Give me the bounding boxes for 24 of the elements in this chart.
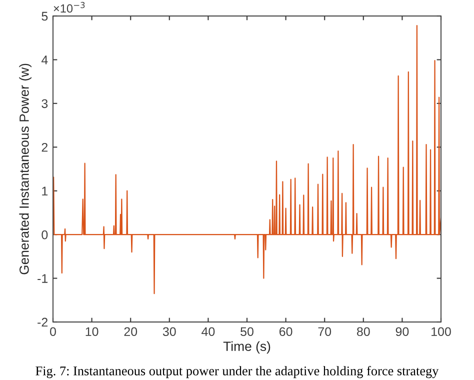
y-tick-label: 5 [42,12,48,21]
y-tick-label: -2 [38,318,48,327]
caption: Fig. 7: Instantaneous output power under the adaptive holding force strategy [36,366,439,378]
x-tick-label: 60 [279,327,292,336]
text: ×10$^{−3}$ [54,2,85,13]
y-tick-label: 1 [42,186,48,196]
y-axis-title: Generated Instantaneous Power (w) [19,64,32,274]
y-tick-label: 0 [42,230,48,240]
x-tick-label: 100 [432,327,451,336]
y-tick-label: -1 [38,274,48,283]
x-axis-title: Time (s) [223,341,270,354]
line-series [53,25,441,294]
x-tick-label: 20 [124,327,138,336]
x-tick-label: 0 [50,327,56,336]
x-tick-label: 70 [318,327,332,336]
x-tick-label: 30 [162,327,176,336]
y-tick-label: 4 [41,56,48,64]
x-tick-label: 50 [240,327,254,336]
x-tick-label: 10 [86,327,98,336]
x-tick-label: 90 [396,327,409,336]
y-tick-label: 3 [42,99,48,108]
y-tick-label: 2 [42,142,48,152]
x-tick-label: 40 [202,327,215,336]
x-tick-label: 80 [356,327,370,336]
